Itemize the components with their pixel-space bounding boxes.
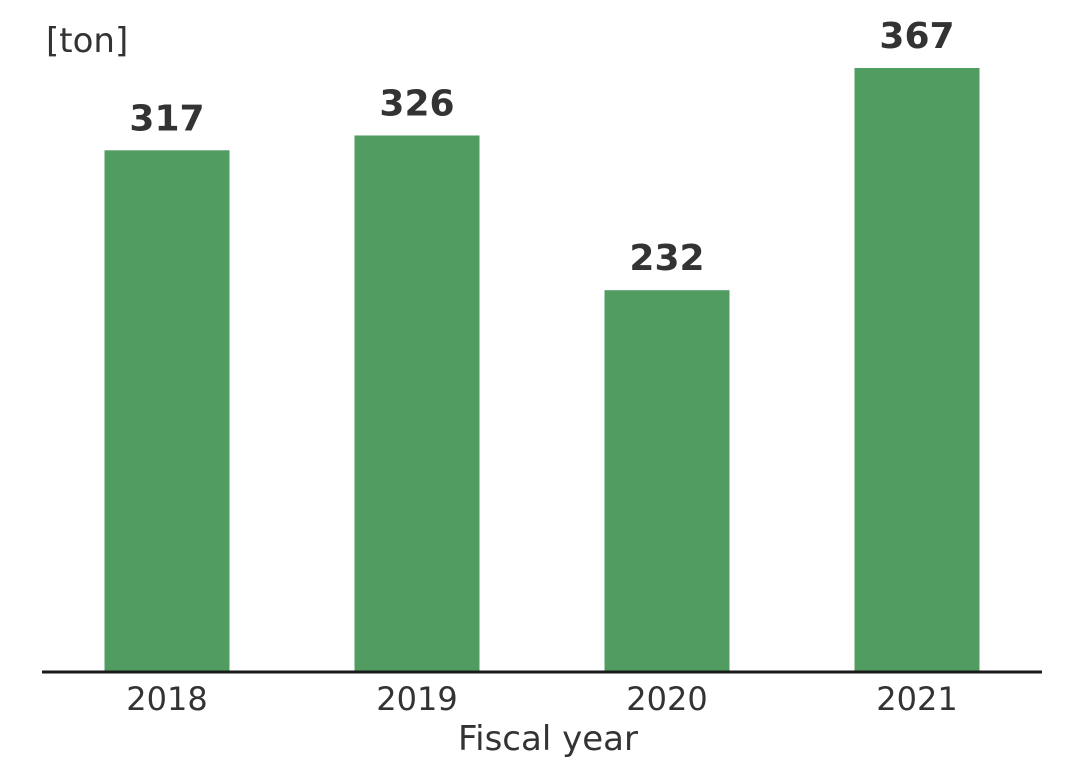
x-tick-label-2021: 2021	[876, 680, 957, 718]
bar-2021	[854, 68, 980, 672]
bar-2019	[354, 135, 480, 673]
bars-group	[104, 68, 980, 673]
x-tick-labels-group: 2018 2019 2020 2021	[126, 680, 957, 718]
bar-2018	[104, 150, 230, 673]
unit-label: [ton]	[46, 21, 128, 61]
x-tick-label-2020: 2020	[626, 680, 707, 718]
value-labels-group: 317 326 232 367	[129, 16, 954, 279]
value-label-2018: 317	[129, 98, 204, 139]
x-axis-title: Fiscal year	[458, 719, 638, 759]
x-tick-label-2019: 2019	[376, 680, 457, 718]
value-label-2019: 326	[379, 83, 454, 124]
bar-2020	[604, 290, 730, 672]
x-tick-label-2018: 2018	[126, 680, 207, 718]
value-label-2020: 232	[629, 238, 704, 279]
value-label-2021: 367	[879, 16, 954, 57]
